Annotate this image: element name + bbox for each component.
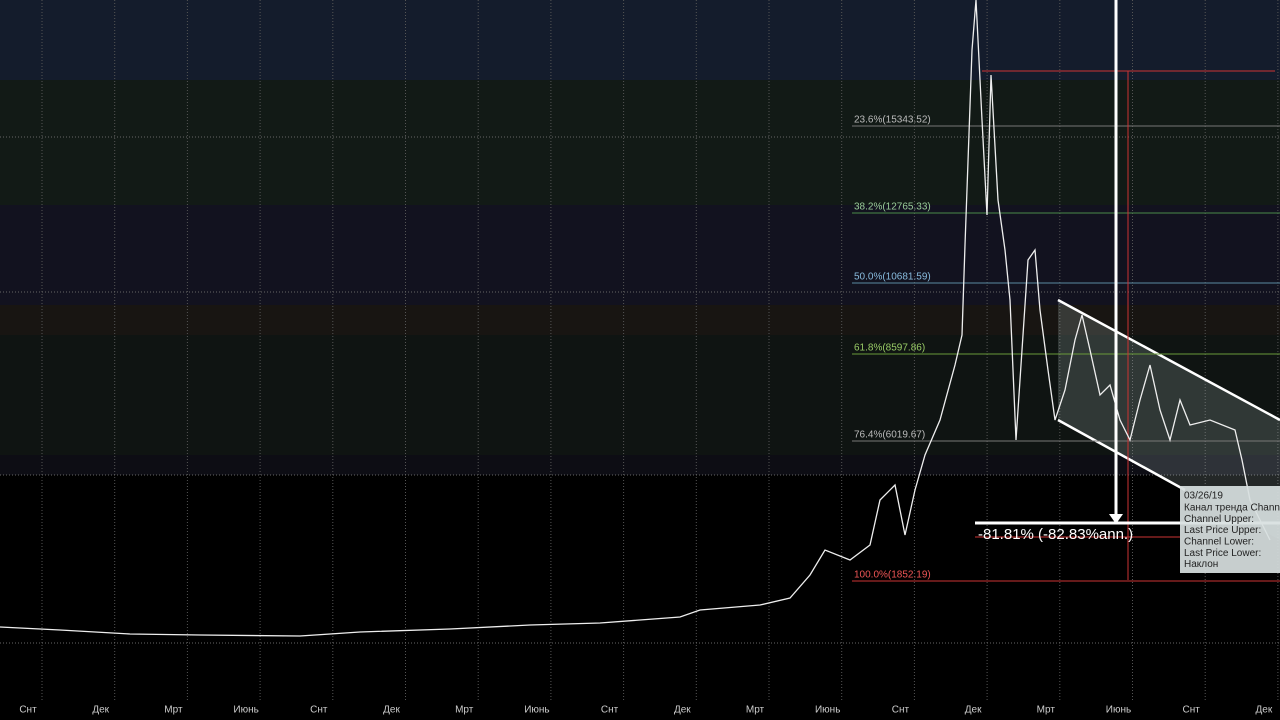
tooltip-line: Наклон: [1184, 559, 1218, 570]
x-tick-label: Снт: [892, 705, 910, 716]
x-tick-label: Снт: [601, 705, 619, 716]
band: [0, 455, 1280, 475]
change-annotation: -81.81% (-82.83%ann.): [978, 526, 1133, 543]
tooltip-line: Канал тренда Chann: [1184, 503, 1280, 514]
fib-label: 50.0%(10681.59): [854, 272, 931, 283]
x-tick-label: Дек: [965, 705, 982, 716]
fib-levels: 23.6%(15343.52) 38.2%(12765.33) 50.0%(1068…: [852, 115, 1280, 582]
fib-label: 23.6%(15343.52): [854, 115, 931, 126]
band: [0, 0, 1280, 80]
tooltip-line: Channel Upper:: [1184, 514, 1254, 525]
x-tick-label: Июнь: [815, 705, 840, 716]
price-line: [0, 0, 1271, 637]
tooltip-line: Last Price Lower:: [1184, 548, 1261, 559]
x-tick-label: Июнь: [233, 705, 258, 716]
x-tick-label: Мрт: [164, 705, 183, 716]
x-axis: Снт Дек Мрт Июнь Снт Дек Мрт Июнь Снт Дек Мрт Июнь С…: [19, 705, 1273, 716]
tooltip-line: Channel Lower:: [1184, 537, 1254, 548]
band: [0, 305, 1280, 335]
x-tick-label: Июнь: [524, 705, 549, 716]
x-tick-label: Мрт: [455, 705, 474, 716]
x-tick-label: Снт: [310, 705, 328, 716]
x-tick-label: Снт: [19, 705, 37, 716]
h-grid: [0, 136, 1280, 644]
fib-label: 61.8%(8597.86): [854, 343, 925, 354]
fib-label: 100.0%(1852.19): [854, 570, 931, 581]
x-tick-label: Снт: [1183, 705, 1201, 716]
x-tick-label: Мрт: [746, 705, 765, 716]
x-tick-label: Июнь: [1106, 705, 1131, 716]
tooltip: [1180, 486, 1280, 573]
fib-label: 38.2%(12765.33): [854, 202, 931, 213]
fib-label: 76.4%(6019.67): [854, 430, 925, 441]
band: [0, 205, 1280, 305]
channel-lower: [1057, 418, 1186, 492]
x-tick-label: Мрт: [1037, 705, 1056, 716]
x-tick-label: Дек: [674, 705, 691, 716]
x-tick-label: Дек: [92, 705, 109, 716]
band: [0, 335, 1280, 455]
tooltip-date: 03/26/19: [1184, 491, 1223, 502]
x-tick-label: Дек: [383, 705, 400, 716]
channel-upper: [1057, 298, 1280, 422]
trend-channel: [1058, 300, 1280, 540]
tooltip-line: Last Price Upper:: [1184, 525, 1261, 536]
band: [0, 80, 1280, 205]
arrow-head: [1109, 514, 1123, 524]
x-tick-label: Дек: [1256, 705, 1273, 716]
